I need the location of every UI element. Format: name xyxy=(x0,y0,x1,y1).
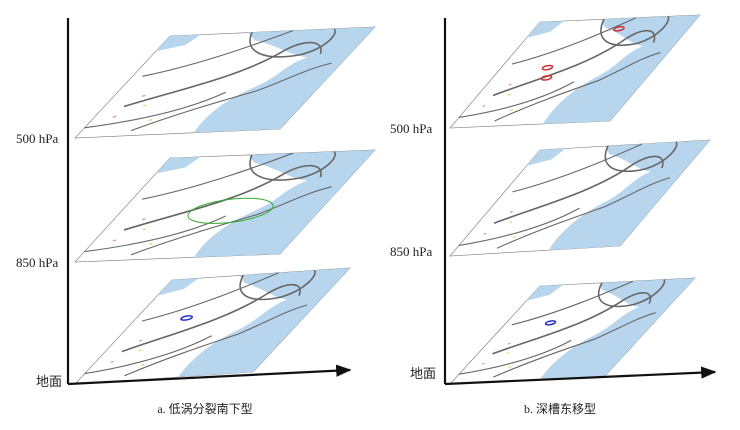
contour-line xyxy=(131,187,332,255)
map-plane xyxy=(75,27,375,138)
caption: b. 深槽东移型 xyxy=(524,402,596,416)
contour-line xyxy=(124,165,332,230)
contour-line xyxy=(84,92,225,128)
contour-line xyxy=(512,18,636,64)
caption: a. 低涡分裂南下型 xyxy=(157,401,252,416)
station-dot xyxy=(138,339,143,342)
contour-line xyxy=(459,340,571,374)
contour-line xyxy=(493,292,661,354)
contour-line xyxy=(227,29,341,60)
sea-area xyxy=(157,278,199,296)
map-plane xyxy=(450,278,695,384)
contour-line xyxy=(513,144,643,192)
station-dot xyxy=(112,239,117,242)
contour-line xyxy=(131,63,332,131)
level-label: 500 hPa xyxy=(16,131,58,146)
horizontal-axis xyxy=(444,366,717,386)
level-label: 500 hPa xyxy=(390,121,432,136)
contour-line xyxy=(495,52,661,121)
level-label: 850 hPa xyxy=(16,255,58,270)
low-center xyxy=(541,65,554,70)
low-center xyxy=(179,316,194,321)
station-dot xyxy=(141,218,146,221)
contour-line xyxy=(493,313,656,377)
contour-line xyxy=(494,155,673,223)
station-dot xyxy=(482,105,486,107)
station-dot xyxy=(483,232,487,235)
station-dot xyxy=(509,221,513,224)
level-label: 地面 xyxy=(36,374,62,389)
contour-line xyxy=(142,31,293,77)
low-center xyxy=(540,76,553,81)
station-dot xyxy=(509,211,514,213)
station-dot xyxy=(507,93,511,96)
map-planes xyxy=(75,15,710,384)
contour-line xyxy=(512,281,633,325)
sea-area xyxy=(155,156,201,174)
station-dot xyxy=(110,361,114,363)
station-dot xyxy=(506,352,510,354)
station-dot xyxy=(112,115,117,118)
map-plane xyxy=(75,150,375,262)
station-dot xyxy=(138,349,142,352)
contour-line xyxy=(493,30,664,96)
station-dot xyxy=(141,95,146,97)
station-dot xyxy=(148,243,153,245)
horizontal-axis xyxy=(67,364,352,386)
station-dot xyxy=(512,236,517,238)
map-plane xyxy=(450,140,710,256)
low-center xyxy=(612,26,625,31)
station-dot xyxy=(508,366,512,368)
contour-line xyxy=(459,208,580,245)
low-center xyxy=(544,321,557,325)
contour-line xyxy=(578,279,669,308)
level-label: 850 hPa xyxy=(390,244,432,259)
station-dot xyxy=(141,363,145,366)
contour-line xyxy=(124,42,332,107)
station-dot xyxy=(142,228,147,231)
level-label: 地面 xyxy=(410,366,436,381)
station-dot xyxy=(148,119,153,121)
contour-line xyxy=(459,82,574,118)
contour-line xyxy=(142,273,279,321)
contour-line xyxy=(178,197,283,225)
station-dot xyxy=(142,104,147,107)
contour-line xyxy=(142,153,293,199)
station-dot xyxy=(482,362,485,365)
sea-area xyxy=(526,20,565,38)
sea-area xyxy=(526,284,564,301)
map-plane xyxy=(75,268,350,384)
station-dot xyxy=(508,83,512,86)
contour-line xyxy=(580,16,673,47)
sea-area xyxy=(155,34,201,52)
contour-line xyxy=(227,151,341,182)
map-plane xyxy=(450,15,700,128)
sea-area xyxy=(526,148,566,166)
contour-line xyxy=(124,305,307,376)
contour-line xyxy=(122,283,311,351)
contour-line xyxy=(84,216,225,252)
contour-line xyxy=(497,178,670,249)
station-dot xyxy=(507,342,511,345)
contour-line xyxy=(218,270,321,303)
contour-line xyxy=(584,142,681,174)
station-dot xyxy=(510,109,513,111)
contour-line xyxy=(85,336,212,374)
